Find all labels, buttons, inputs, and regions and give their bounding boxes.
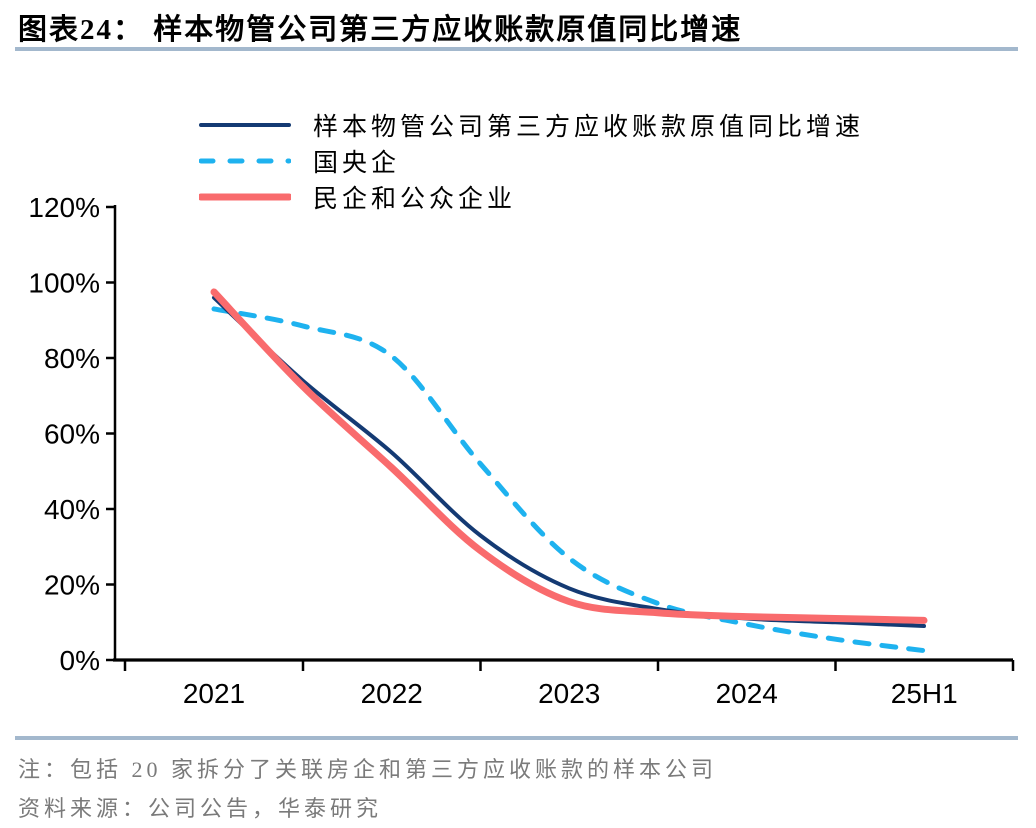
legend-line-private-icon <box>199 193 291 201</box>
chart-legend: 样本物管公司第三方应收账款原值同比增速 国央企 民企和公众企业 <box>199 107 864 215</box>
series-line-2 <box>210 288 928 624</box>
axes-layer: 120% 100% 80% 60% 40% 20% 0% 2021 2022 2023 2024 25… <box>28 192 1015 709</box>
title-underline <box>15 47 1018 51</box>
x-tick-label: 2022 <box>361 678 423 709</box>
y-tick-label: 20% <box>44 570 100 601</box>
x-tick-label: 2023 <box>538 678 600 709</box>
y-tick-label: 40% <box>44 494 100 525</box>
legend-label-main: 样本物管公司第三方应收账款原值同比增速 <box>313 114 865 141</box>
figure-source: 资料来源：公司公告，华泰研究 <box>18 796 383 821</box>
y-tick-label: 80% <box>44 343 100 374</box>
footer-separator <box>15 736 1018 740</box>
series-layer <box>210 288 928 654</box>
y-tick-label: 0% <box>60 645 100 676</box>
series-line-0 <box>212 295 926 628</box>
y-tick-label: 100% <box>28 268 100 299</box>
x-tick-label: 2021 <box>183 678 245 709</box>
x-tick-label: 2024 <box>716 678 778 709</box>
legend-line-soe-icon <box>199 158 291 164</box>
figure-note: 注：包括 20 家拆分了关联房企和第三方应收账款的样本公司 <box>18 757 718 782</box>
legend-item-main: 样本物管公司第三方应收账款原值同比增速 <box>199 107 864 143</box>
legend-label-soe: 国央企 <box>313 150 401 177</box>
legend-line-main-icon <box>199 123 291 127</box>
x-tick-label: 25H1 <box>891 678 958 709</box>
y-tick-label: 60% <box>44 419 100 450</box>
y-tick-label: 120% <box>28 192 100 223</box>
figure-title: 图表24： 样本物管公司第三方应收账款原值同比增速 <box>18 14 743 46</box>
legend-label-private: 民企和公众企业 <box>313 186 517 213</box>
legend-item-soe: 国央企 <box>199 143 864 179</box>
series-line-1 <box>211 306 927 654</box>
legend-item-private: 民企和公众企业 <box>199 179 864 215</box>
